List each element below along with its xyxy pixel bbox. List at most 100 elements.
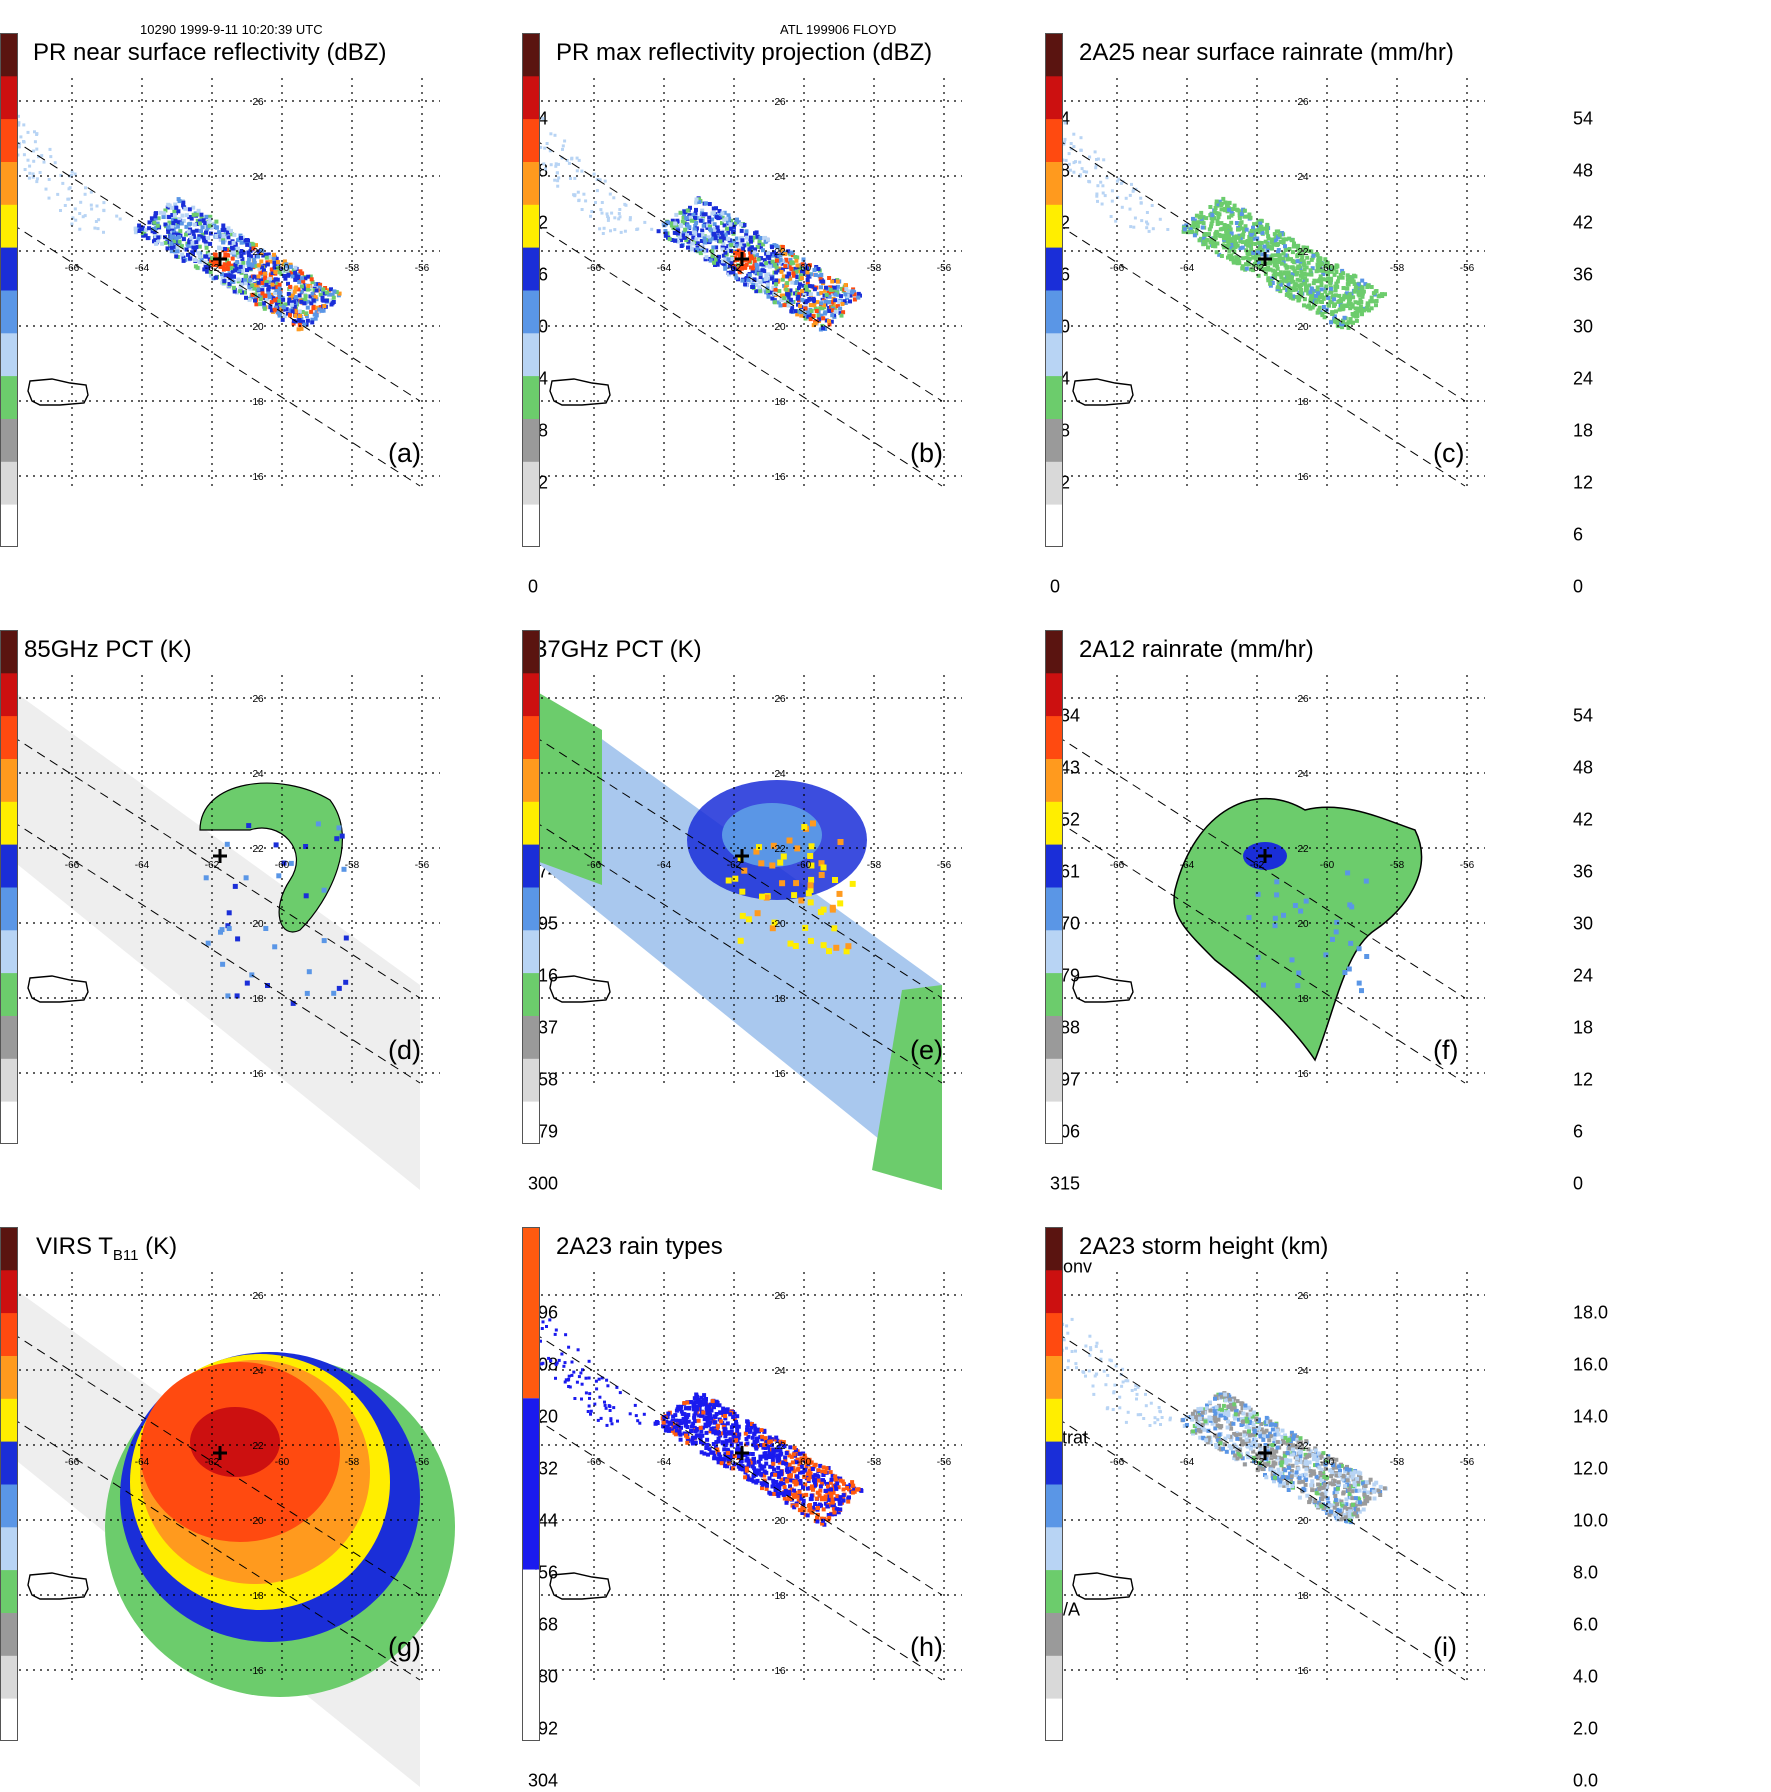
rain-pixel [831,925,837,931]
rain-pixel [1145,226,1148,229]
rain-pixel [740,913,746,919]
rain-pixel [322,304,326,308]
rain-pixel [732,876,738,882]
rain-pixel [1198,216,1202,220]
rain-pixel [1251,251,1255,255]
rain-pixel [1314,300,1318,304]
rain-pixel [806,1513,810,1517]
colorbar-segment [0,33,18,76]
rain-pixel [1232,261,1236,265]
rain-pixel [1312,281,1316,285]
colorbar-segment [0,1398,18,1441]
rain-pixel [824,286,828,290]
rain-pixel [214,220,218,224]
rain-pixel [1121,206,1124,209]
rain-pixel [278,313,282,317]
rain-pixel [1312,254,1316,258]
rain-pixel [241,269,245,273]
rain-pixel [1300,276,1304,280]
rain-pixel [845,1486,849,1490]
rain-pixel [61,182,64,185]
lat-tick-label: 26 [1297,97,1309,108]
rain-pixel [1129,194,1132,197]
rain-pixel [755,910,761,916]
rain-pixel [695,1406,699,1410]
rain-pixel [593,173,596,176]
rain-pixel [794,845,800,851]
rain-pixel [254,302,258,306]
rain-pixel [1106,176,1109,179]
lat-tick-label: 20 [1297,322,1309,333]
colorbar-segment [0,162,18,205]
rain-pixel [606,1384,609,1387]
rain-pixel [740,238,744,242]
rain-pixel [1335,285,1339,289]
rain-pixel [611,1422,614,1425]
rain-pixel [809,843,815,849]
rain-pixel [674,1419,678,1423]
rain-pixel [248,278,252,282]
rain-pixel [1110,215,1113,218]
rain-pixel [134,230,138,234]
rain-pixel [1289,257,1293,261]
rain-pixel [708,1406,712,1410]
rain-pixel [1281,913,1286,918]
rain-pixel [32,150,35,153]
rain-pixel [293,271,297,275]
rain-pixel [1344,1497,1348,1501]
rain-pixel [601,212,604,215]
rain-pixel [1114,220,1117,223]
rain-pixel [789,298,793,302]
rain-pixel [1304,899,1309,904]
rain-pixel [331,991,336,996]
rain-pixel [178,240,182,244]
rain-pixel [1296,259,1300,263]
wide-swath-field [12,690,420,1190]
rain-pixel [1330,937,1335,942]
rain-pixel [734,1438,738,1442]
rain-pixel [1237,236,1241,240]
lat-tick-label: 24 [1297,172,1309,183]
rain-pixel [757,1460,761,1464]
rain-pixel [235,936,240,941]
rain-pixel [1238,1432,1242,1436]
rain-pixel [588,1405,591,1408]
rain-pixel [790,251,794,255]
rain-pixel [1264,267,1268,271]
rain-pixel [851,1491,855,1495]
rain-pixel [309,310,313,314]
rain-pixel [845,943,851,949]
rain-pixel [716,225,720,229]
lon-tick-label: -60 [797,860,812,871]
rain-pixel [546,142,549,145]
lon-tick-label: -60 [1320,263,1335,274]
rain-pixel [787,838,793,844]
rain-pixel [792,1489,796,1493]
rain-pixel [728,1439,732,1443]
rain-pixel [1341,271,1345,275]
rain-pixel [268,295,272,299]
rain-pixel [1064,122,1067,125]
rain-pixel [222,279,226,283]
rain-pixel [588,1392,591,1395]
rain-pixel [1303,272,1307,276]
rain-pixel [595,1380,598,1383]
rain-pixel [330,303,334,307]
lat-tick-label: 20 [774,919,786,930]
rain-pixel [599,208,602,211]
rain-pixel [1349,317,1353,321]
rain-pixel [298,293,302,297]
lat-tick-label: 22 [1297,247,1309,258]
rain-pixel [1233,238,1237,242]
rain-pixel [54,161,57,164]
rain-pixel [253,299,257,303]
rain-pixel [298,314,302,318]
rain-pixel [137,224,141,228]
rain-pixel [199,213,203,217]
lat-tick-label: 22 [252,844,264,855]
colorbar-tick-label: 30 [1573,317,1593,338]
rain-pixel [1215,1445,1219,1449]
rain-pixel [1104,194,1107,197]
